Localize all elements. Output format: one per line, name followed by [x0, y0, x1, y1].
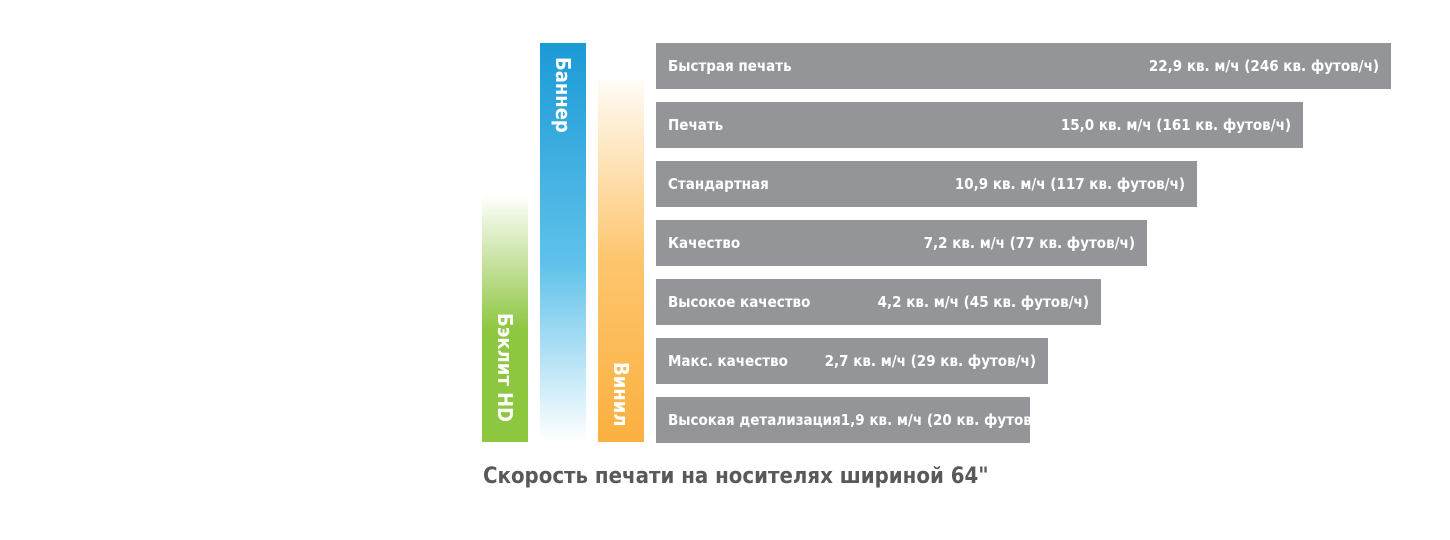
- caption: Скорость печати на носителях шириной 64": [483, 464, 989, 489]
- media-label: Баннер: [551, 57, 575, 133]
- mode-speed: 7,2 кв. м/ч (77 кв. футов/ч): [923, 234, 1135, 252]
- mode-speed: 2,7 кв. м/ч (29 кв. футов/ч): [824, 352, 1036, 370]
- mode-label: Стандартная: [668, 175, 769, 193]
- mode-speed: 1,9 кв. м/ч (20 кв. футов/ч): [840, 411, 1053, 429]
- mode-label: Высокое качество: [668, 293, 811, 311]
- mode-bar: Печать 15,0 кв. м/ч (161 кв. футов/ч): [656, 102, 1303, 148]
- mode-speed: 22,9 кв. м/ч (246 кв. футов/ч): [1148, 57, 1379, 75]
- media-bar: Бэклит HD: [482, 195, 528, 442]
- mode-bar: Стандартная 10,9 кв. м/ч (117 кв. футов/ч…: [656, 161, 1197, 207]
- mode-bar: Высокое качество 4,2 кв. м/ч (45 кв. футо…: [656, 279, 1101, 325]
- mode-bar: Качество 7,2 кв. м/ч (77 кв. футов/ч): [656, 220, 1147, 266]
- mode-label: Качество: [668, 234, 741, 252]
- mode-label: Макс. качество: [668, 352, 788, 370]
- media-bar: Винил: [598, 80, 644, 442]
- mode-bar: Высокая детализация 1,9 кв. м/ч (20 кв. ф…: [656, 397, 1052, 443]
- mode-speed: 15,0 кв. м/ч (161 кв. футов/ч): [1060, 116, 1291, 134]
- mode-label: Быстрая печать: [668, 57, 792, 75]
- mode-bar: Быстрая печать 22,9 кв. м/ч (246 кв. футо…: [656, 43, 1391, 89]
- mode-bar: Макс. качество 2,7 кв. м/ч (29 кв. футов/…: [656, 338, 1048, 384]
- media-label: Винил: [609, 362, 633, 427]
- mode-speed: 10,9 кв. м/ч (117 кв. футов/ч): [954, 175, 1185, 193]
- mode-label: Высокая детализация: [668, 411, 841, 429]
- media-label: Бэклит HD: [493, 313, 517, 423]
- mode-speed: 4,2 кв. м/ч (45 кв. футов/ч): [877, 293, 1089, 311]
- mode-label: Печать: [668, 116, 724, 134]
- media-bar: Баннер: [540, 43, 586, 442]
